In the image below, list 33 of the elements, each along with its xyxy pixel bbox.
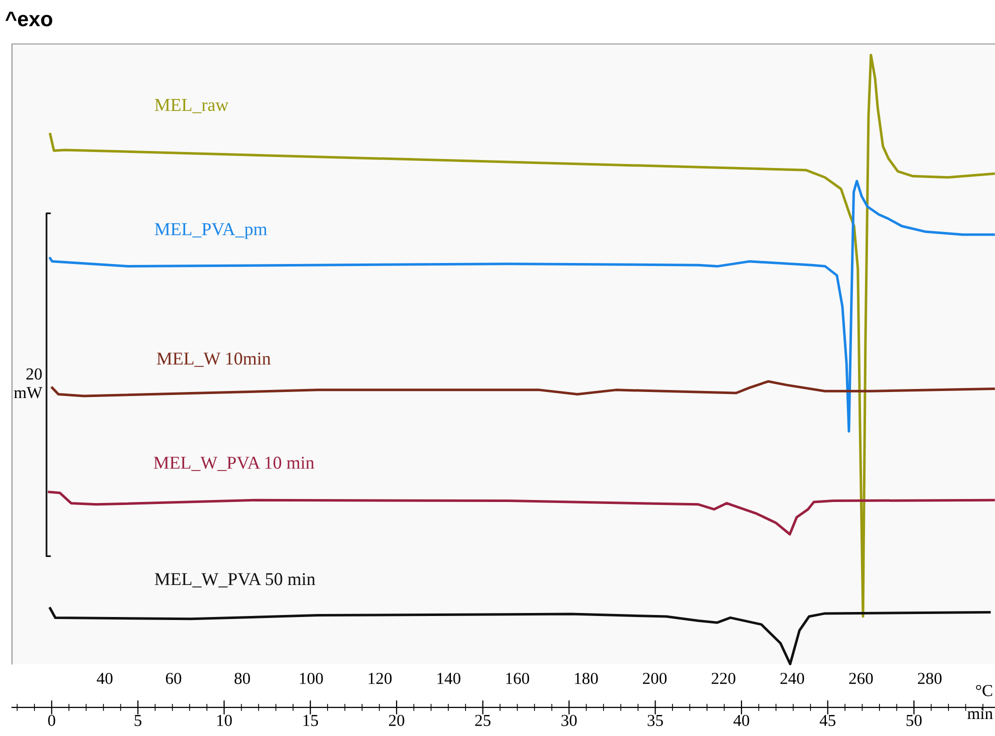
chart-title: ^exo xyxy=(5,12,52,26)
x-tick-label: 120 xyxy=(368,672,392,684)
x-tick-label: 200 xyxy=(642,672,667,684)
x-tick-label: 60 xyxy=(166,672,182,684)
text: MEL_raw xyxy=(154,99,228,114)
x-axis-title: °C xyxy=(976,684,992,696)
x-tick-label: 40 xyxy=(96,672,112,684)
x2-tick-label: 15 xyxy=(303,714,318,726)
x-tick-label: 260 xyxy=(849,672,873,684)
x-tick-label: 160 xyxy=(506,672,530,684)
series-label: MEL_PVA_pm xyxy=(154,223,268,239)
x2-tick-label: 35 xyxy=(648,714,663,726)
x2-tick-label: 25 xyxy=(475,714,490,726)
x2-tick-label: 10 xyxy=(217,714,232,726)
x2-tick-label: 0 xyxy=(48,714,56,726)
annotation: 20 mW xyxy=(14,368,42,398)
x-tick-label: 140 xyxy=(437,672,460,684)
x2-axis-title: min xyxy=(967,708,993,719)
x2-tick-label: 40 xyxy=(733,714,750,726)
x2-tick-label: 45 xyxy=(820,714,836,726)
series-label: MEL_W_PVA 50 min xyxy=(154,573,316,588)
x-tick-label: 180 xyxy=(574,672,598,684)
x2-tick-label: 5 xyxy=(134,714,142,726)
x-tick-label: 100 xyxy=(300,672,323,684)
x-tick-label: 240 xyxy=(780,672,804,684)
x-tick-label: 220 xyxy=(712,672,736,684)
x2-tick-label: 50 xyxy=(906,714,922,726)
series-label: MEL_W_PVA 10 min xyxy=(154,456,314,471)
x-tick-label: 280 xyxy=(918,672,942,684)
x2-tick-label: 20 xyxy=(388,714,404,726)
x-tick-label: 80 xyxy=(234,672,250,684)
series-label: MEL_W 10min xyxy=(156,352,271,367)
x2-tick-label: 30 xyxy=(561,714,577,726)
